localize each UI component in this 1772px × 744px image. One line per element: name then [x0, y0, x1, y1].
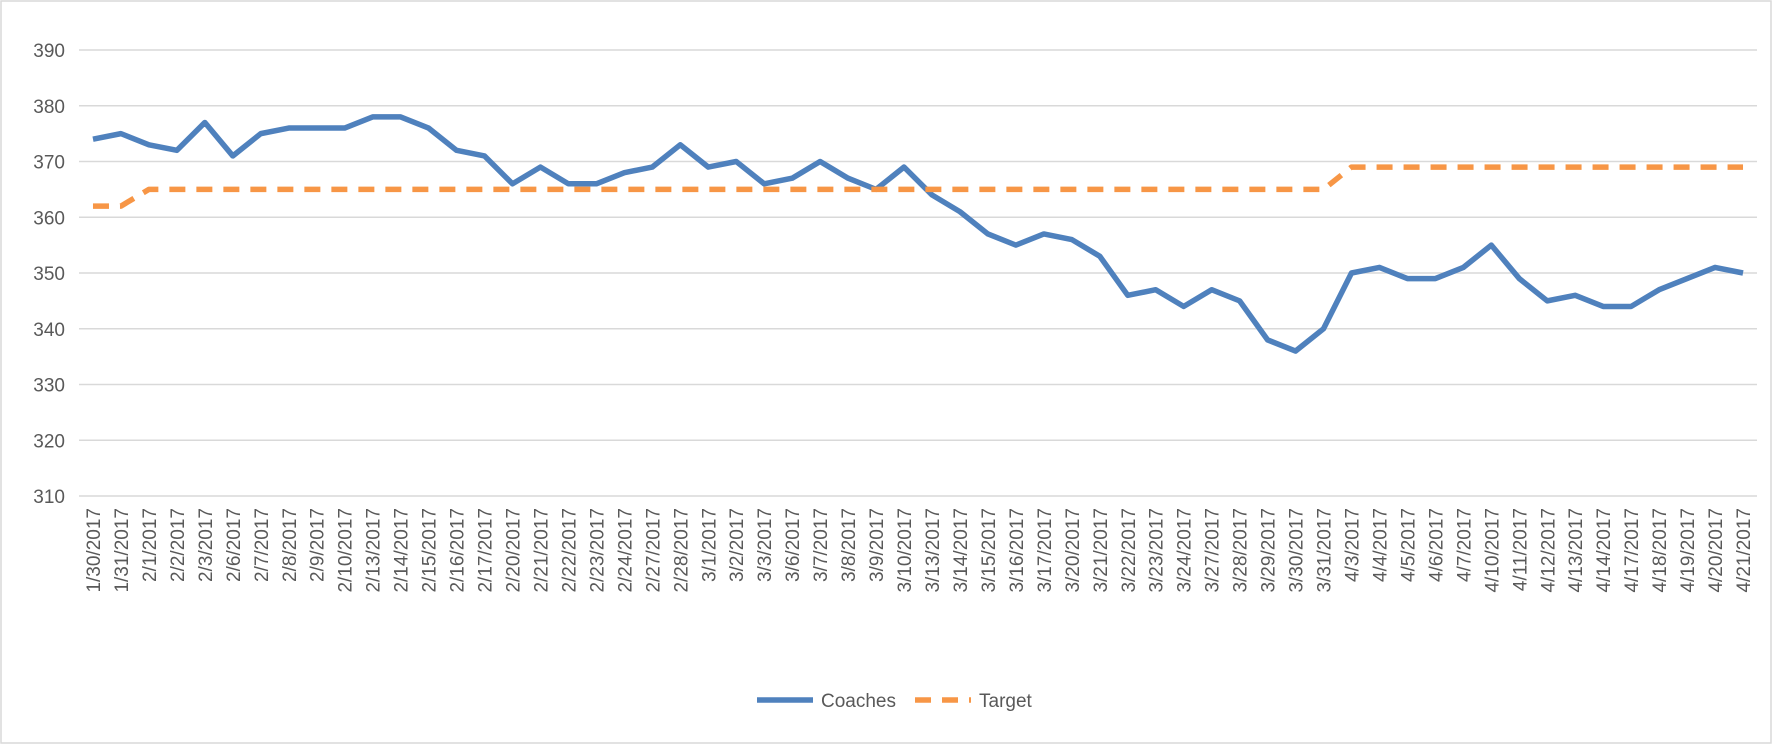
x-tick-label: 3/7/2017	[811, 508, 832, 582]
x-tick-label: 4/6/2017	[1426, 508, 1447, 582]
x-tick-label: 3/23/2017	[1147, 508, 1168, 593]
series-line	[92, 164, 1744, 209]
legend-label: Coaches	[821, 691, 896, 712]
x-tick-label: 4/21/2017	[1734, 508, 1755, 593]
y-tick-label: 380	[33, 97, 65, 118]
x-tick-label: 4/19/2017	[1678, 508, 1699, 593]
y-tick-label: 340	[33, 320, 65, 341]
x-tick-label: 3/1/2017	[699, 508, 720, 582]
x-tick-label: 3/31/2017	[1315, 508, 1336, 593]
x-tick-label: 2/23/2017	[587, 508, 608, 593]
y-tick-label: 370	[33, 153, 65, 174]
y-tick-label: 350	[33, 264, 65, 285]
x-tick-label: 3/22/2017	[1119, 508, 1140, 593]
x-tick-label: 2/22/2017	[559, 508, 580, 593]
x-tick-label: 2/17/2017	[476, 508, 497, 593]
x-tick-label: 3/14/2017	[951, 508, 972, 593]
x-tick-label: 3/24/2017	[1175, 508, 1196, 593]
legend-label: Target	[979, 691, 1033, 712]
y-tick-label: 320	[33, 431, 65, 452]
x-tick-label: 4/20/2017	[1706, 508, 1727, 593]
x-tick-label: 1/30/2017	[84, 508, 105, 593]
x-tick-label: 4/3/2017	[1342, 508, 1363, 582]
y-tick-label: 360	[33, 208, 65, 229]
x-tick-label: 3/6/2017	[783, 508, 804, 582]
x-tick-label: 3/16/2017	[1007, 508, 1028, 593]
y-tick-label: 390	[33, 41, 65, 62]
x-tick-label: 2/15/2017	[420, 508, 441, 593]
x-tick-label: 2/16/2017	[448, 508, 469, 593]
x-tick-label: 3/21/2017	[1091, 508, 1112, 593]
x-tick-label: 1/31/2017	[112, 508, 133, 593]
x-tick-label: 3/17/2017	[1035, 508, 1056, 593]
x-tick-label: 3/15/2017	[979, 508, 1000, 593]
x-tick-label: 3/8/2017	[839, 508, 860, 582]
x-tick-label: 2/7/2017	[252, 508, 273, 582]
x-tick-label: 2/14/2017	[392, 508, 413, 593]
x-tick-label: 2/10/2017	[336, 508, 357, 593]
x-tick-label: 2/8/2017	[280, 508, 301, 582]
x-tick-label: 4/12/2017	[1538, 508, 1559, 593]
y-tick-label: 330	[33, 376, 65, 397]
x-tick-label: 4/5/2017	[1398, 508, 1419, 582]
x-tick-label: 3/3/2017	[755, 508, 776, 582]
x-tick-label: 3/27/2017	[1203, 508, 1224, 593]
x-tick-label: 4/10/2017	[1482, 508, 1503, 593]
x-tick-label: 2/27/2017	[643, 508, 664, 593]
x-tick-label: 3/2/2017	[727, 508, 748, 582]
x-tick-label: 4/14/2017	[1594, 508, 1615, 593]
x-tick-label: 2/9/2017	[308, 508, 329, 582]
x-tick-label: 3/20/2017	[1063, 508, 1084, 593]
x-tick-label: 4/7/2017	[1454, 508, 1475, 582]
x-tick-label: 2/21/2017	[531, 508, 552, 593]
x-tick-label: 3/10/2017	[895, 508, 916, 593]
x-tick-label: 3/30/2017	[1287, 508, 1308, 593]
x-tick-label: 3/13/2017	[923, 508, 944, 593]
y-tick-label: 310	[33, 487, 65, 508]
x-tick-label: 4/11/2017	[1510, 508, 1531, 591]
x-tick-label: 3/28/2017	[1231, 508, 1252, 593]
x-tick-label: 2/3/2017	[196, 508, 217, 582]
x-tick-label: 3/9/2017	[867, 508, 888, 582]
x-tick-label: 3/29/2017	[1259, 508, 1280, 593]
x-tick-label: 2/1/2017	[140, 508, 161, 582]
x-tick-label: 2/6/2017	[224, 508, 245, 582]
x-tick-label: 4/13/2017	[1566, 508, 1587, 593]
x-tick-label: 2/24/2017	[615, 508, 636, 593]
x-tick-label: 2/2/2017	[168, 508, 189, 582]
x-tick-label: 2/20/2017	[503, 508, 524, 593]
x-tick-label: 2/28/2017	[671, 508, 692, 593]
x-tick-label: 4/4/2017	[1370, 508, 1391, 582]
x-tick-label: 2/13/2017	[364, 508, 385, 593]
x-tick-label: 4/17/2017	[1622, 508, 1643, 593]
x-tick-label: 4/18/2017	[1650, 508, 1671, 593]
series-line	[92, 114, 1744, 354]
